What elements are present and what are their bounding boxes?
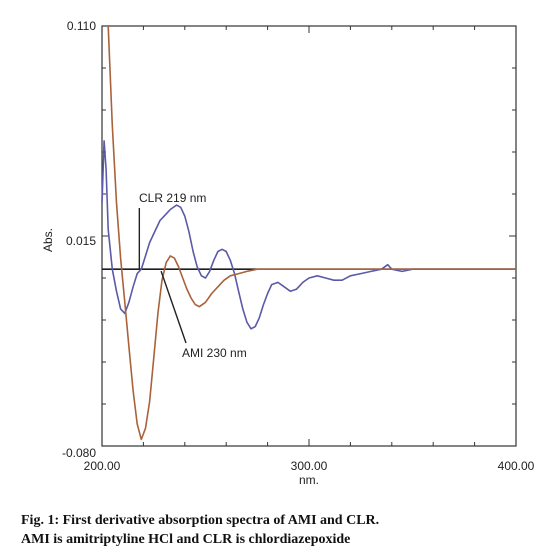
plot-frame xyxy=(101,25,517,447)
x-tick-label-400: 400.00 xyxy=(498,459,535,473)
x-axis-title: nm. xyxy=(299,473,319,487)
y-tick-label-bottom: -0.080 xyxy=(62,446,96,460)
x-tick-label-300: 300.00 xyxy=(291,459,328,473)
series-line-ami xyxy=(107,25,516,441)
series-line-clr xyxy=(101,140,516,330)
annotation-layer xyxy=(138,208,187,344)
caption-line-1: Fig. 1: First derivative absorption spec… xyxy=(21,513,380,528)
y-axis-title: Abs. xyxy=(41,228,55,252)
axis-ticks xyxy=(101,25,517,447)
y-tick-label-top: 0.110 xyxy=(67,19,96,33)
ami-annotation-label: AMI 230 nm xyxy=(182,346,247,360)
clr-annotation-label: CLR 219 nm xyxy=(139,191,206,205)
caption-line-2: AMI is amitriptyline HCl and CLR is chlo… xyxy=(21,532,351,547)
ami-annotation-marker xyxy=(160,270,187,344)
series-layer xyxy=(101,25,516,441)
figure-caption: Fig. 1: First derivative absorption spec… xyxy=(21,511,541,549)
y-tick-label-mid: 0.015 xyxy=(66,234,96,248)
x-tick-label-200: 200.00 xyxy=(84,459,121,473)
